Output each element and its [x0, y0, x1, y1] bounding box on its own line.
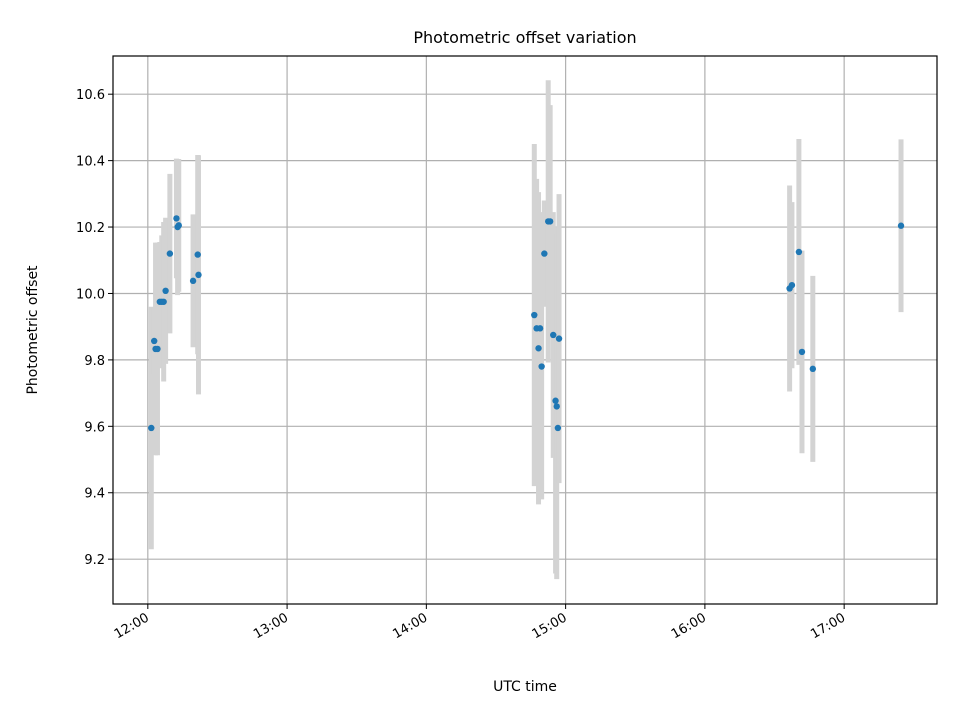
- y-axis-ticks: 9.2 9.4 9.6 9.8 10.0 10.2 10.4 10.6: [76, 88, 113, 568]
- data-point: [189, 277, 197, 285]
- data-point: [546, 218, 554, 225]
- data-point: [553, 403, 560, 410]
- data-point: [160, 298, 167, 305]
- x-tick-label: 17:00: [808, 610, 848, 642]
- data-point: [788, 281, 796, 289]
- data-point: [151, 337, 158, 345]
- y-tick: 9.4: [84, 487, 113, 502]
- x-tick: 15:00: [530, 604, 570, 642]
- y-tick-label: 10.6: [76, 88, 105, 103]
- chart-title: Photometric offset variation: [413, 28, 636, 47]
- x-tick-label: 15:00: [530, 610, 570, 642]
- y-tick: 9.6: [84, 420, 113, 435]
- x-tick: 16:00: [669, 604, 709, 642]
- x-tick: 13:00: [251, 604, 291, 642]
- data-point: [550, 331, 557, 339]
- x-tick-label: 13:00: [251, 610, 291, 642]
- y-tick-label: 9.8: [84, 354, 105, 369]
- data-point: [795, 248, 803, 256]
- data-point: [148, 424, 155, 432]
- x-tick-label: 14:00: [390, 610, 430, 642]
- data-point: [897, 222, 905, 229]
- data-point: [541, 250, 548, 257]
- data-point: [154, 345, 161, 353]
- y-tick-label: 10.4: [76, 155, 105, 170]
- data-point: [555, 335, 563, 342]
- y-tick: 9.2: [84, 553, 113, 568]
- data-point: [175, 222, 182, 229]
- data-point: [173, 215, 180, 222]
- data-point: [162, 287, 169, 295]
- x-tick: 12:00: [112, 604, 152, 642]
- y-tick-label: 10.2: [76, 221, 105, 236]
- y-tick: 10.4: [76, 155, 113, 170]
- x-axis-label: UTC time: [493, 679, 557, 695]
- y-tick: 10.0: [76, 287, 113, 302]
- x-tick: 17:00: [808, 604, 848, 642]
- data-points: [148, 215, 905, 432]
- x-tick-label: 12:00: [112, 610, 152, 642]
- y-tick-label: 9.2: [84, 553, 105, 568]
- data-point: [552, 397, 559, 404]
- x-tick-label: 16:00: [669, 610, 709, 642]
- y-tick-label: 9.6: [84, 420, 105, 435]
- data-point: [809, 365, 817, 373]
- data-point: [554, 424, 562, 432]
- plot-frame: [112, 55, 938, 605]
- y-tick: 10.2: [76, 221, 113, 236]
- error-bars: [148, 80, 904, 580]
- data-point: [166, 250, 174, 257]
- data-point: [195, 271, 202, 279]
- x-tick: 14:00: [390, 604, 430, 642]
- x-axis-ticks: 12:00 13:00 14:00 15:00 16:00 17:00: [112, 604, 848, 642]
- y-tick: 9.8: [84, 354, 113, 369]
- y-tick-label: 10.0: [76, 287, 105, 302]
- y-tick: 10.6: [76, 88, 113, 103]
- data-point: [531, 311, 538, 319]
- data-point: [538, 363, 545, 370]
- data-point: [535, 345, 542, 352]
- data-point: [194, 251, 201, 258]
- y-axis-label: Photometric offset: [25, 265, 41, 395]
- data-point: [536, 325, 544, 332]
- y-tick-label: 9.4: [84, 487, 105, 502]
- data-point: [798, 348, 806, 356]
